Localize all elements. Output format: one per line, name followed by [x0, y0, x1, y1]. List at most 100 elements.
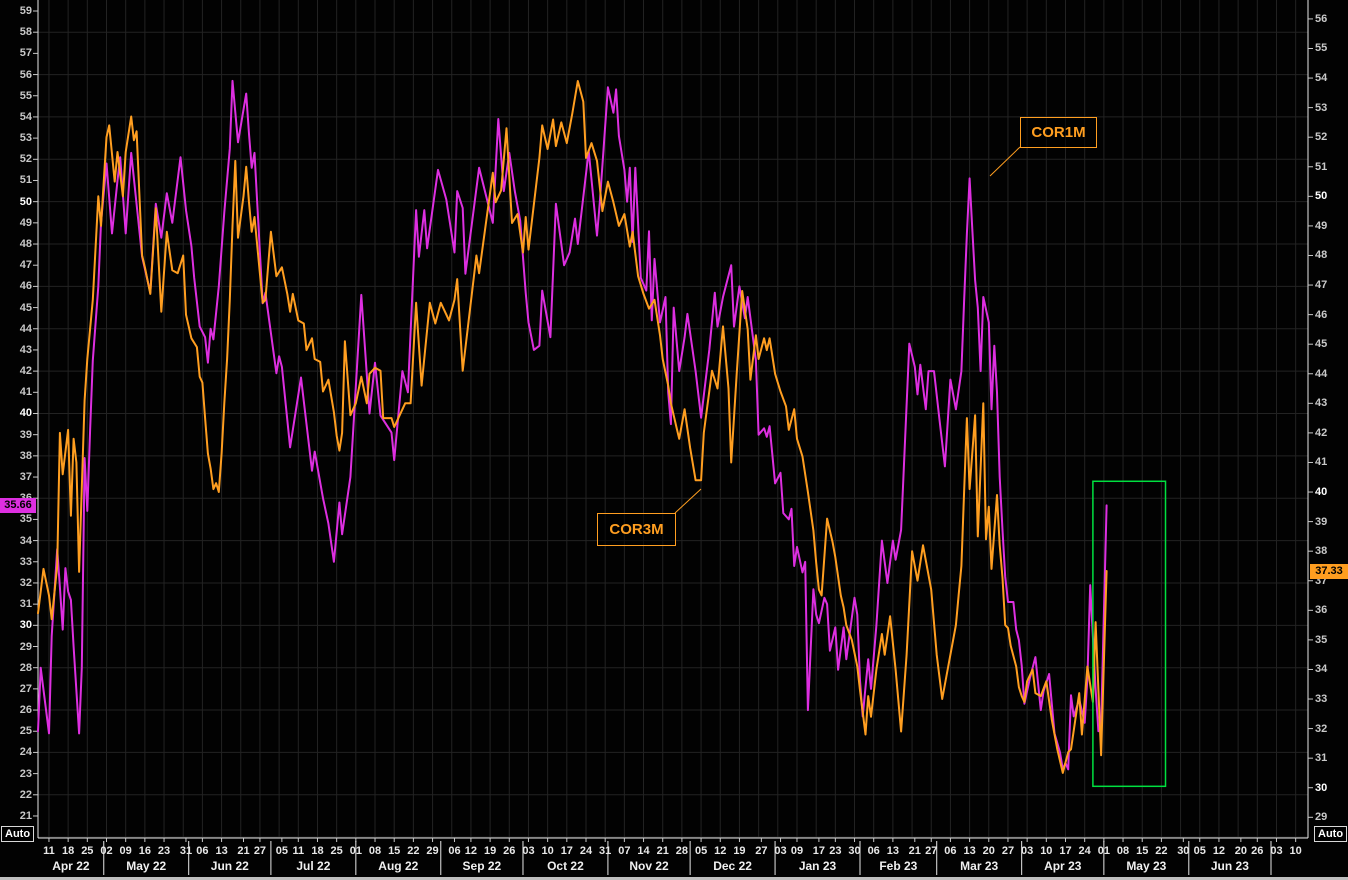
y-right-tick-label: 40 [1315, 486, 1328, 499]
x-day-label: 12 [714, 845, 727, 857]
x-day-label: 20 [982, 845, 995, 857]
x-day-label: 17 [1059, 845, 1072, 857]
x-day-label: 15 [1136, 845, 1149, 857]
x-day-label: 06 [944, 845, 957, 857]
x-day-label: 11 [43, 845, 55, 857]
x-day-label: 21 [656, 845, 669, 857]
y-left-tick-label: 50 [19, 195, 32, 208]
x-day-label: 01 [1097, 845, 1110, 857]
y-right-tick-label: 30 [1315, 781, 1328, 794]
y-left-tick-label: 34 [19, 534, 32, 547]
x-day-label: 03 [1270, 845, 1283, 857]
y-left-tick-label: 57 [19, 47, 32, 60]
x-day-label: 05 [1193, 845, 1206, 857]
cor1m-leader-line [989, 146, 1021, 177]
x-day-label: 22 [1155, 845, 1168, 857]
x-month-label: Nov 22 [629, 859, 669, 873]
x-day-label: 24 [1078, 845, 1091, 857]
y-left-tick-label: 28 [19, 661, 32, 674]
x-day-label: 09 [790, 845, 804, 857]
y-right-tick-label: 32 [1315, 722, 1328, 735]
x-day-label: 29 [426, 845, 439, 857]
y-left-tick-label: 41 [19, 386, 32, 399]
y-left-tick-label: 39 [19, 428, 32, 441]
y-left-tick-label: 35 [19, 513, 32, 526]
x-day-label: 25 [81, 845, 94, 857]
x-day-label: 15 [388, 845, 401, 857]
x-day-label: 13 [963, 845, 976, 857]
x-month-label: Oct 22 [547, 859, 584, 873]
x-day-label: 31 [179, 845, 193, 857]
x-day-label: 05 [275, 845, 288, 857]
x-day-label: 27 [1001, 845, 1015, 857]
x-month-label: Jun 23 [1210, 859, 1249, 873]
y-left-tick-label: 59 [19, 5, 32, 17]
x-day-label: 20 [1234, 845, 1247, 857]
highlight-box[interactable] [1092, 480, 1167, 788]
y-right-tick-label: 41 [1315, 456, 1328, 469]
y-right-tick-label: 42 [1315, 426, 1328, 439]
x-day-label: 16 [138, 845, 151, 857]
y-left-tick-label: 53 [19, 132, 32, 145]
x-day-label: 30 [848, 845, 861, 857]
x-day-label: 02 [100, 845, 113, 857]
x-month-label: Mar 23 [960, 859, 999, 873]
y-right-tick-label: 47 [1315, 279, 1328, 292]
y-right-tick-label: 39 [1315, 515, 1328, 528]
y-left-tick-label: 48 [19, 238, 32, 251]
cor3m-series-line [37, 80, 1108, 774]
y-right-tick-label: 34 [1315, 663, 1328, 676]
y-right-tick-label: 31 [1315, 752, 1328, 765]
y-left-tick-label: 22 [19, 788, 32, 801]
x-day-label: 12 [464, 845, 478, 857]
x-month-label: Jul 22 [296, 859, 331, 873]
x-month-label: Apr 23 [1044, 859, 1082, 873]
y-left-tick-label: 42 [19, 365, 32, 378]
x-day-label: 21 [237, 845, 250, 857]
x-day-label: 26 [1251, 845, 1264, 857]
y-right-tick-label: 51 [1315, 160, 1328, 173]
x-day-label: 21 [908, 845, 921, 857]
x-day-label: 31 [599, 845, 612, 857]
y-right-tick-label: 29 [1315, 811, 1328, 824]
y-right-tick-label: 53 [1315, 101, 1328, 114]
y-left-tick-label: 25 [19, 725, 32, 738]
y-left-tick-label: 51 [19, 174, 32, 187]
cor1m-series-line [37, 79, 1108, 771]
y-left-tick-label: 21 [19, 809, 32, 822]
x-day-label: 27 [755, 845, 768, 857]
auto-scale-left-button[interactable]: Auto [1, 826, 35, 842]
x-day-label: 03 [522, 845, 535, 857]
y-right-tick-label: 36 [1315, 604, 1328, 617]
y-left-tick-label: 26 [19, 704, 32, 717]
bottom-resize-strip[interactable] [0, 877, 1348, 880]
x-day-label: 09 [119, 845, 132, 857]
x-day-label: 13 [215, 845, 228, 857]
auto-scale-right-button[interactable]: Auto [1314, 826, 1348, 842]
x-day-label: 17 [560, 845, 573, 857]
x-day-label: 28 [675, 845, 689, 857]
x-month-label: Jun 22 [210, 859, 249, 873]
x-day-label: 22 [407, 845, 420, 857]
x-day-label: 11 [292, 845, 305, 857]
x-day-label: 25 [330, 845, 343, 857]
y-right-tick-label: 48 [1315, 249, 1328, 262]
x-day-label: 19 [733, 845, 746, 857]
x-day-label: 13 [886, 845, 899, 857]
y-left-tick-label: 52 [19, 153, 32, 166]
y-right-tick-label: 35 [1315, 633, 1328, 646]
x-month-label: Aug 22 [378, 859, 419, 873]
x-day-label: 05 [694, 845, 708, 857]
cor3m-annotation-box[interactable]: COR3M [597, 513, 676, 546]
x-day-label: 18 [311, 845, 324, 857]
y-left-tick-label: 27 [19, 682, 32, 695]
y-right-tick-label: 56 [1315, 12, 1328, 25]
right-price-badge: 37.33 [1310, 563, 1348, 579]
y-right-tick-label: 45 [1315, 338, 1328, 351]
y-left-tick-label: 33 [19, 555, 32, 568]
cor1m-annotation-box[interactable]: COR1M [1020, 117, 1097, 148]
y-right-tick-label: 49 [1315, 219, 1328, 232]
x-day-label: 08 [368, 845, 382, 857]
x-day-label: 01 [349, 845, 362, 857]
